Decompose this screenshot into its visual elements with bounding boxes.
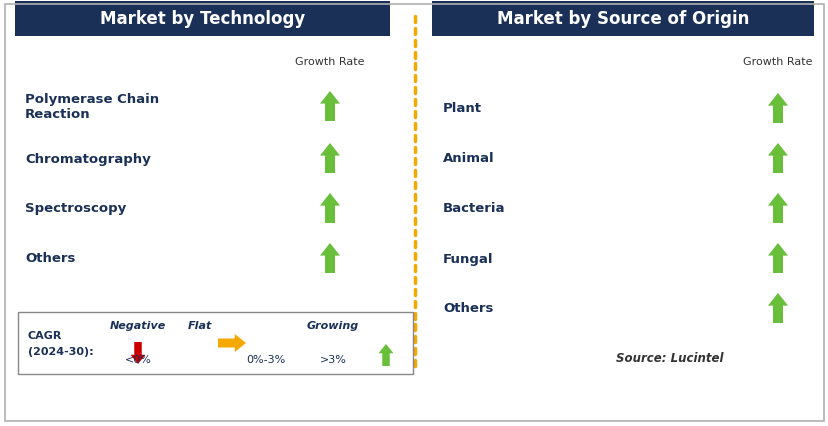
Polygon shape [767, 144, 787, 173]
Polygon shape [767, 243, 787, 273]
Text: Growth Rate: Growth Rate [295, 57, 364, 67]
Text: Fungal: Fungal [442, 252, 493, 265]
Text: Plant: Plant [442, 102, 481, 115]
Polygon shape [320, 243, 339, 273]
Text: Animal: Animal [442, 152, 494, 165]
Text: Market by Source of Origin: Market by Source of Origin [496, 11, 749, 29]
Text: <0%: <0% [124, 354, 152, 364]
Text: Spectroscopy: Spectroscopy [25, 202, 126, 215]
Text: (2024-30):: (2024-30): [28, 346, 94, 356]
Text: Growth Rate: Growth Rate [743, 57, 811, 67]
FancyBboxPatch shape [15, 2, 389, 37]
Text: Negative: Negative [110, 320, 166, 330]
Text: Polymerase Chain
Reaction: Polymerase Chain Reaction [25, 93, 159, 121]
FancyBboxPatch shape [18, 312, 412, 374]
Polygon shape [218, 334, 246, 352]
Text: Others: Others [442, 302, 493, 315]
Text: CAGR: CAGR [28, 330, 62, 340]
Text: Bacteria: Bacteria [442, 202, 505, 215]
Polygon shape [320, 144, 339, 173]
Polygon shape [320, 193, 339, 224]
Text: Growing: Growing [306, 320, 359, 330]
Text: Market by Technology: Market by Technology [99, 11, 305, 29]
Text: >3%: >3% [319, 354, 346, 364]
Polygon shape [320, 92, 339, 122]
Text: Others: Others [25, 252, 75, 265]
Text: Flat: Flat [188, 320, 212, 330]
Text: Chromatography: Chromatography [25, 152, 151, 165]
FancyBboxPatch shape [431, 2, 813, 37]
Polygon shape [378, 344, 393, 366]
Polygon shape [767, 193, 787, 224]
Polygon shape [767, 294, 787, 323]
Polygon shape [130, 342, 146, 364]
Polygon shape [767, 94, 787, 124]
Text: 0%-3%: 0%-3% [246, 354, 286, 364]
Text: Source: Lucintel: Source: Lucintel [615, 352, 723, 365]
